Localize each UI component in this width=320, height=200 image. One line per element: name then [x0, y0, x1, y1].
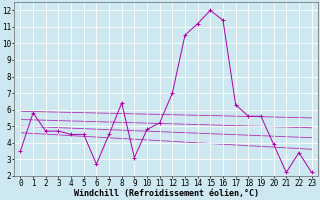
X-axis label: Windchill (Refroidissement éolien,°C): Windchill (Refroidissement éolien,°C) — [74, 189, 259, 198]
